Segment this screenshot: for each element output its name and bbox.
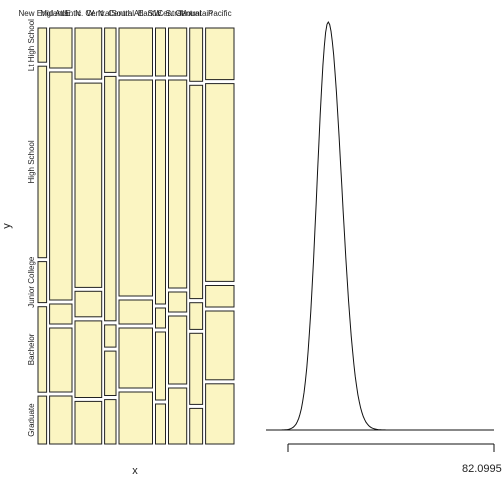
mosaic-cell-south-atlantic-lt-high-school [118, 27, 153, 77]
y-tick-label-high-school: High School [27, 140, 36, 183]
mosaic-cell-new-england-high-school [37, 65, 48, 259]
mosaic-cell-mountain-lt-high-school [189, 27, 204, 82]
x-tick-label-mid-atlantic: Mid Atlantic [40, 9, 81, 18]
y-tick-label-graduate: Graduate [27, 403, 36, 437]
mosaic-cell-new-england-lt-high-school [37, 27, 48, 63]
mosaic-cell-mountain-graduate [189, 407, 204, 445]
mosaic-cell-south-atlantic-junior-college [118, 299, 153, 325]
mosaic-cell-pacific-lt-high-school [205, 27, 235, 81]
mosaic-y-axis-title: y [1, 223, 13, 229]
mosaic-cell-pacific-bachelor [205, 310, 235, 381]
density-curve [278, 20, 494, 431]
mosaic-cell-mountain-high-school [189, 84, 204, 300]
mosaic-cell-e-n-central-lt-high-school [74, 27, 103, 80]
mosaic-cell-w-s-central-graduate [168, 387, 188, 445]
mosaic-cell-south-atlantic-bachelor [118, 327, 153, 389]
mosaic-cell-pacific-high-school [205, 83, 235, 282]
x-tick-label-south-atlantic: South Atlantic [111, 9, 160, 18]
mosaic-cell-e-s-central-junior-college [155, 307, 166, 329]
y-tick-label-bachelor: Bachelor [27, 333, 36, 365]
density-x-axis-max-label: 82.0995 [462, 463, 502, 475]
mosaic-cell-e-s-central-bachelor [155, 331, 166, 401]
mosaic-cell-mid-atlantic-bachelor [49, 327, 73, 393]
mosaic-cell-south-atlantic-high-school [118, 79, 153, 297]
y-tick-label-junior-college: Junior College [27, 256, 36, 308]
y-tick-label-lt-high-school: Lt High School [27, 19, 36, 71]
x-tick-label-w-s-central: W. S. Central [154, 9, 201, 18]
density-plot: 82.0995 [266, 20, 502, 475]
mosaic-cell-e-n-central-bachelor [74, 320, 103, 398]
mosaic-cell-w-n-central-lt-high-school [104, 27, 117, 73]
mosaic-cell-e-n-central-high-school [74, 82, 103, 288]
mosaic-cell-w-n-central-high-school [104, 75, 117, 322]
x-tick-label-e-s-central: E. S. Central [138, 9, 184, 18]
mosaic-cell-w-n-central-graduate [104, 399, 117, 445]
mosaic-cell-pacific-junior-college [205, 285, 235, 308]
mosaic-cell-w-s-central-lt-high-school [168, 27, 188, 77]
mosaic-cell-new-england-bachelor [37, 306, 48, 393]
x-tick-label-pacific: Pacific [208, 9, 232, 18]
mosaic-cell-new-england-graduate [37, 395, 48, 445]
mosaic-cell-mountain-junior-college [189, 302, 204, 330]
x-tick-label-w-n-central: W. N. Central [87, 9, 135, 18]
x-tick-label-e-n-central: E. N. Central [65, 9, 111, 18]
mosaic-cell-e-s-central-lt-high-school [155, 27, 166, 77]
mosaic-cell-mid-atlantic-junior-college [49, 303, 73, 325]
mosaic-cell-mid-atlantic-high-school [49, 71, 73, 301]
mosaic-cell-e-s-central-high-school [155, 79, 166, 305]
mosaic-cell-e-n-central-graduate [74, 400, 103, 445]
mosaic-cell-w-s-central-bachelor [168, 315, 188, 385]
mosaic-cell-w-n-central-bachelor [104, 350, 117, 397]
mosaic-cell-e-s-central-graduate [155, 403, 166, 445]
x-tick-label-mountain: Mountain [180, 9, 213, 18]
mosaic-cell-pacific-graduate [205, 383, 235, 445]
mosaic-cell-w-s-central-high-school [168, 79, 188, 289]
mosaic-cell-mountain-bachelor [189, 332, 204, 405]
mosaic-cell-mid-atlantic-lt-high-school [49, 27, 73, 69]
mosaic-cell-e-n-central-junior-college [74, 290, 103, 318]
mosaic-cell-w-n-central-junior-college [104, 324, 117, 348]
mosaic-x-axis-title: x [132, 465, 138, 477]
x-tick-label-new-england: New England [19, 9, 67, 18]
mosaic-cell-w-s-central-junior-college [168, 291, 188, 313]
mosaic-cell-mid-atlantic-graduate [49, 395, 73, 445]
mosaic-cell-new-england-junior-college [37, 261, 48, 304]
mosaic-cell-south-atlantic-graduate [118, 391, 153, 445]
